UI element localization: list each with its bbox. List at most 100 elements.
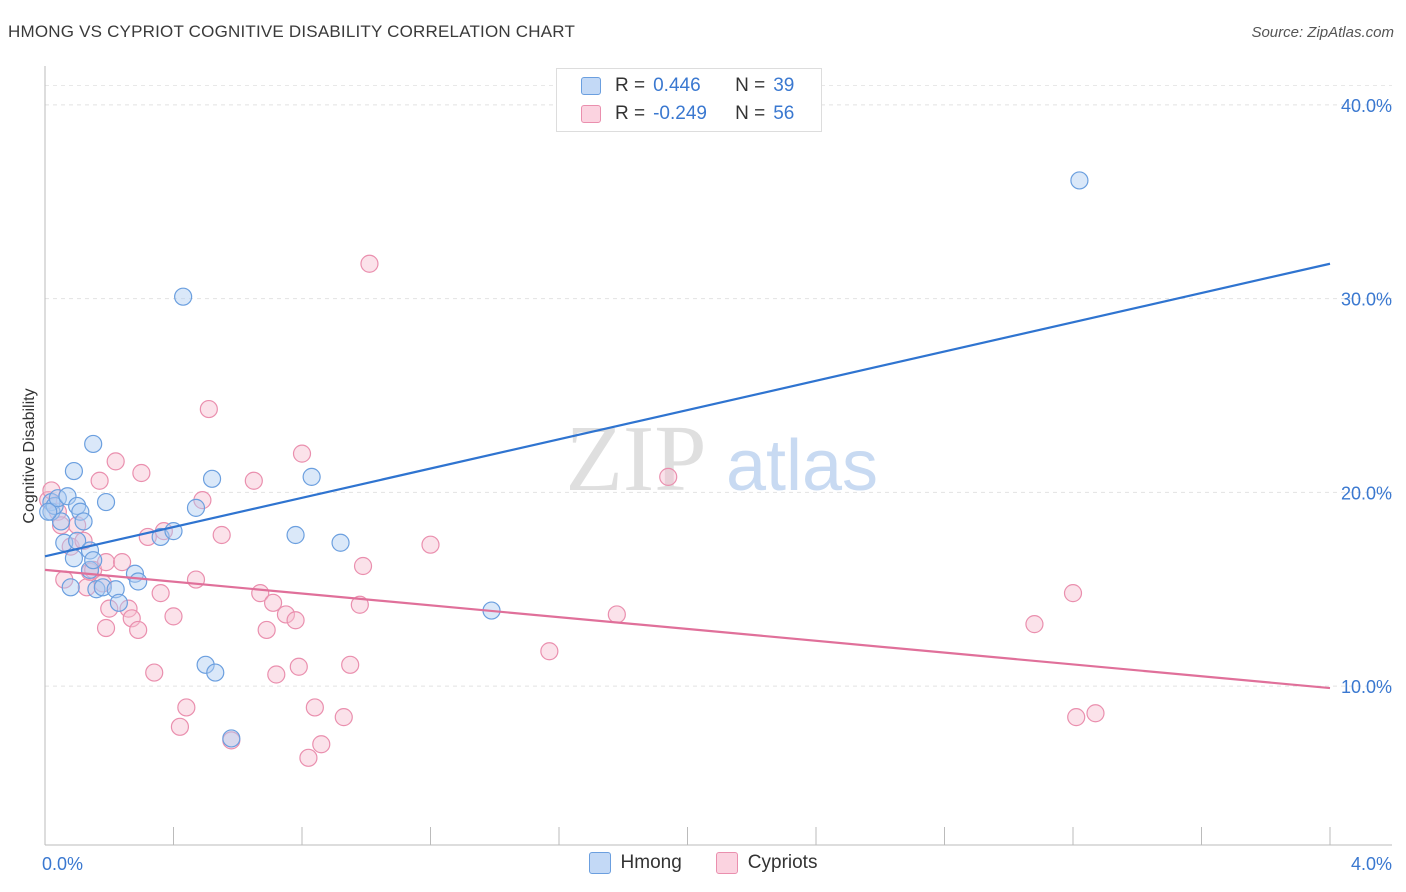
- hmong-point: [331, 533, 350, 552]
- chart-title: HMONG VS CYPRIOT COGNITIVE DISABILITY CO…: [8, 22, 576, 41]
- stats-box: R = 0.446 N = 39 R = -0.249 N = 56: [556, 68, 822, 132]
- cypriots-point: [100, 599, 119, 618]
- cypriots-point: [129, 620, 148, 640]
- cypriots-point: [122, 609, 141, 628]
- y-tick-label: 10.0%: [1341, 677, 1392, 697]
- cypriots-point: [112, 553, 132, 572]
- tick-labels: 10.0% 20.0% 30.0% 40.0% 0.0% 4.0%: [42, 96, 1392, 874]
- r-label: R =: [615, 103, 646, 124]
- y-tick-label: 40.0%: [1341, 96, 1392, 116]
- cypriots-point: [96, 618, 116, 638]
- r-value: 0.446: [653, 75, 701, 96]
- cypriots-point: [1025, 615, 1044, 634]
- cypriots-point: [186, 570, 206, 589]
- x-tick-label: 0.0%: [42, 854, 83, 874]
- trend-lines: [44, 262, 1331, 690]
- cypriots-point: [151, 584, 170, 603]
- hmong-point: [1070, 171, 1089, 190]
- hmong-point: [186, 498, 206, 517]
- hmong-point: [74, 512, 93, 531]
- hmong-point: [96, 492, 116, 512]
- hmong-point: [87, 580, 106, 599]
- legend: Hmong Cypriots: [0, 852, 1406, 874]
- cypriots-point: [421, 535, 440, 554]
- legend-item-hmong[interactable]: Hmong: [588, 852, 682, 874]
- hmong-point: [109, 593, 128, 612]
- cypriots-points: [39, 254, 1105, 767]
- cypriots-point: [48, 502, 67, 521]
- cypriots-point: [659, 467, 678, 486]
- cypriots-point: [212, 525, 231, 545]
- cypriots-point: [607, 605, 626, 624]
- hmong-point: [58, 487, 77, 506]
- cypriots-point: [1086, 704, 1105, 723]
- y-tick-label: 30.0%: [1341, 290, 1392, 310]
- cypriots-point: [1063, 584, 1083, 603]
- cypriots-point: [170, 717, 190, 736]
- hmong-point: [174, 287, 193, 306]
- y-tick-label: 20.0%: [1341, 483, 1392, 503]
- cypriots-point: [90, 471, 109, 490]
- legend-label-cypriots: Cypriots: [747, 852, 818, 873]
- cypriots-point: [267, 665, 286, 684]
- hmong-point: [61, 578, 80, 597]
- cypriots-point: [353, 556, 373, 576]
- cypriots-point: [341, 655, 360, 674]
- cypriots-point: [177, 698, 196, 717]
- hmong-point: [206, 663, 225, 682]
- cypriots-point: [350, 595, 369, 614]
- cypriots-point: [299, 748, 318, 767]
- cypriots-trend-line: [44, 568, 1331, 690]
- cypriots-point: [263, 593, 283, 612]
- hmong-point: [222, 729, 241, 748]
- hmong-swatch: [588, 852, 611, 874]
- cypriots-swatch: [581, 105, 601, 123]
- cypriots-point: [132, 463, 151, 483]
- hmong-point: [202, 469, 222, 488]
- x-tick-label: 4.0%: [1351, 854, 1392, 874]
- stats-row-cypriots: R = -0.249 N = 56: [581, 101, 794, 127]
- cypriots-point: [164, 607, 183, 626]
- n-label: N =: [735, 75, 766, 96]
- cypriots-point: [289, 657, 308, 676]
- cypriots-swatch: [715, 852, 738, 874]
- cypriots-point: [312, 735, 331, 754]
- cypriots-point: [119, 599, 138, 618]
- source-label: Source: ZipAtlas.com: [1251, 24, 1394, 41]
- n-value: 39: [773, 75, 795, 96]
- hmong-point: [84, 551, 103, 570]
- watermark-zip: ZIP: [566, 407, 707, 511]
- cypriots-point: [74, 531, 93, 550]
- cypriots-point: [292, 444, 312, 463]
- axes: [44, 66, 1392, 846]
- hmong-point: [39, 502, 58, 521]
- hmong-point: [64, 549, 84, 568]
- hmong-point: [286, 525, 305, 545]
- legend-label-hmong: Hmong: [620, 852, 682, 873]
- cypriots-point: [244, 471, 263, 490]
- hmong-points: [39, 171, 1089, 748]
- stats-row-hmong: R = 0.446 N = 39: [581, 73, 794, 99]
- hmong-point: [71, 502, 90, 521]
- hmong-swatch: [581, 77, 601, 95]
- cypriots-point: [334, 708, 353, 727]
- r-value: -0.249: [653, 103, 707, 124]
- r-label: R =: [615, 75, 646, 96]
- watermark-atlas: atlas: [726, 426, 878, 506]
- hmong-point: [84, 434, 103, 454]
- hmong-point: [106, 580, 125, 599]
- cypriots-point: [51, 516, 71, 535]
- hmong-trend-line: [44, 262, 1331, 558]
- cypriots-point: [360, 254, 379, 273]
- hmong-point: [64, 461, 84, 481]
- cypriots-point: [286, 611, 305, 630]
- gridlines: [45, 85, 1392, 687]
- watermark: ZIP atlas: [566, 407, 879, 511]
- cypriots-point: [305, 698, 324, 717]
- hmong-point: [129, 572, 148, 591]
- n-value: 56: [773, 103, 795, 124]
- cypriots-point: [106, 452, 125, 471]
- legend-item-cypriots[interactable]: Cypriots: [715, 852, 818, 874]
- hmong-point: [51, 512, 71, 531]
